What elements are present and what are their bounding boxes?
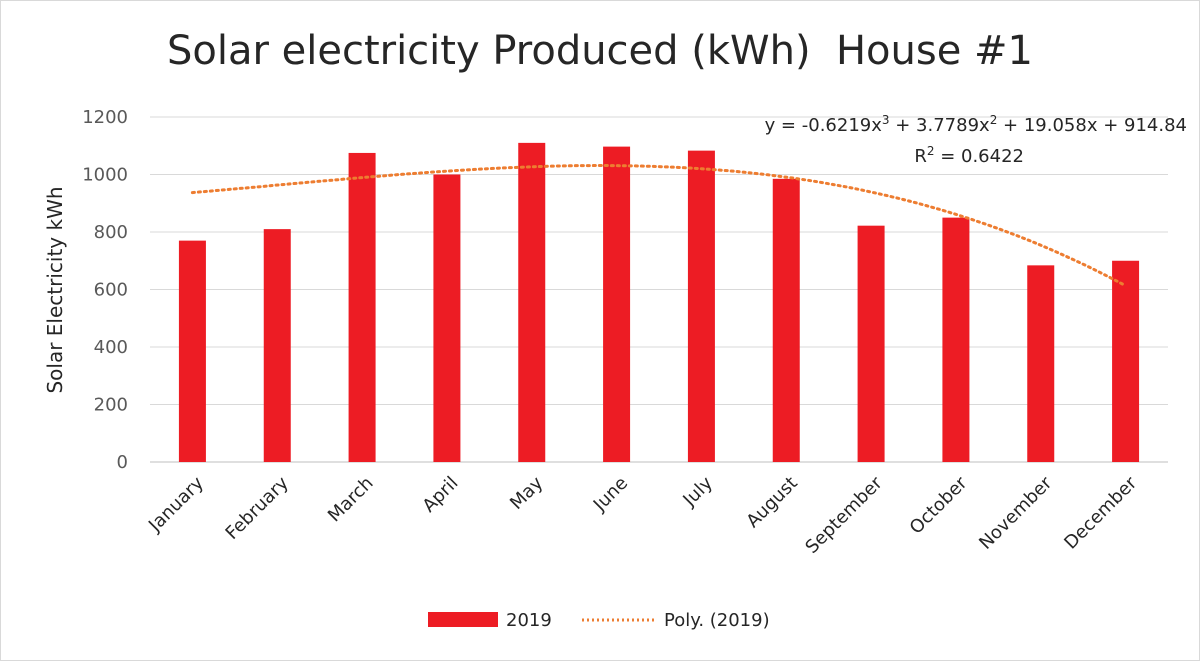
x-tick-label: February [222,472,293,543]
trendline-r2: R2 = 0.6422 [914,144,1024,167]
x-tick-label: September [801,472,887,558]
bar-july [687,150,715,462]
bar-march [348,152,376,462]
bar-august [772,178,800,462]
x-tick-label: November [975,472,1056,553]
x-tick-label: May [506,472,547,513]
legend-swatch-2019 [428,612,498,627]
legend-label-2019: 2019 [506,610,552,631]
bar-december [1112,260,1140,462]
x-tick-label: August [742,473,801,532]
y-tick-label: 1200 [82,107,128,128]
y-axis-label: Solar Electricity kWh [43,186,67,393]
bar-june [603,146,631,463]
x-tick-label: December [1060,472,1141,553]
bar-january [178,240,206,462]
chart-title: Solar electricity Produced (kWh) House #… [166,28,1034,74]
y-tick-label: 200 [94,395,128,416]
gridlines [150,116,1168,463]
bar-september [857,225,885,462]
trendline-equation: y = -0.6219x3 + 3.7789x2 + 19.058x + 914… [765,113,1187,136]
y-tick-label: 600 [94,280,128,301]
y-tick-label: 400 [94,337,128,358]
bar-november [1027,265,1055,462]
bar-may [518,142,546,462]
bar-series [178,142,1140,463]
x-axis-categories: January February March April May June July Augu… [144,472,1141,558]
bar-april [433,174,461,462]
y-tick-label: 0 [117,452,128,473]
legend-label-poly: Poly. (2019) [664,610,770,631]
x-tick-label: July [679,472,718,511]
x-tick-label: October [906,472,972,538]
bar-october [942,217,970,462]
x-tick-label: March [324,473,378,527]
y-tick-label: 1000 [82,165,128,186]
x-tick-label: June [589,473,632,516]
y-tick-label: 800 [94,222,128,243]
legend: 2019 Poly. (2019) [428,610,770,631]
trendline-poly [190,164,1128,288]
bar-february [263,229,291,462]
y-axis-ticks: 0 200 400 600 800 1000 1200 [82,107,128,473]
x-tick-label: January [144,472,208,536]
x-tick-label: April [419,473,463,517]
